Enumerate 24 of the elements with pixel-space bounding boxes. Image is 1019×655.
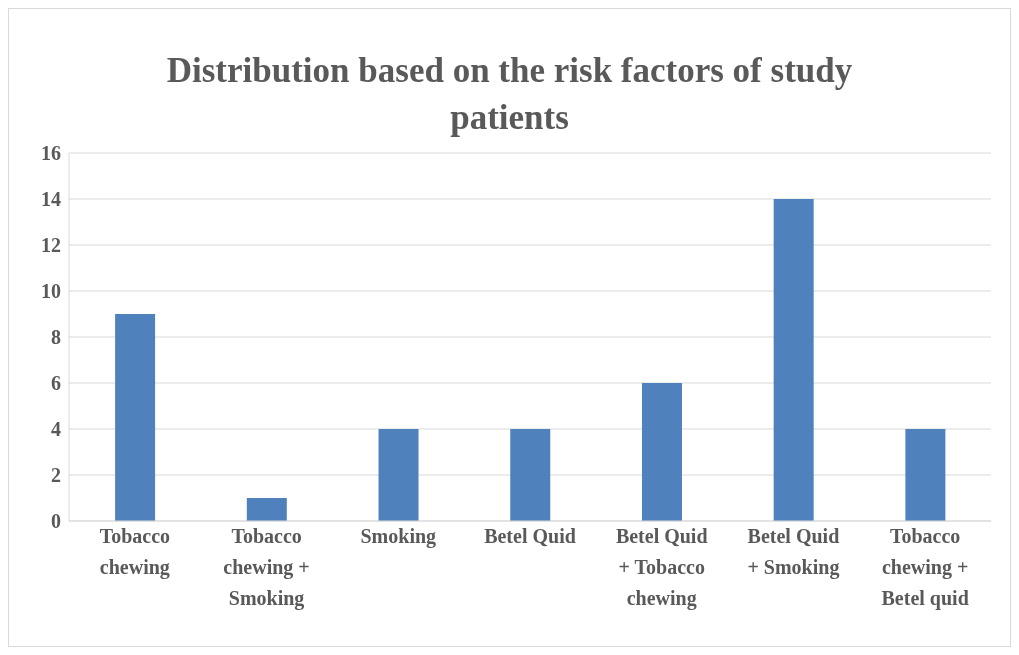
y-tick-label: 14	[41, 188, 61, 211]
bar	[641, 383, 682, 521]
x-tick-label: Tobacco chewing + Betel quid	[881, 525, 969, 610]
y-tick-label: 6	[51, 372, 61, 395]
x-tick-label: Betel Quid	[484, 525, 576, 547]
bar	[115, 314, 156, 521]
x-tick-label: Betel Quid + Tobacco chewing	[615, 525, 708, 610]
x-tick-label: Smoking	[360, 525, 437, 548]
bar	[510, 429, 551, 521]
bar	[378, 429, 419, 521]
y-tick-label: 12	[41, 234, 61, 257]
y-tick-label: 16	[41, 142, 61, 165]
bar	[246, 498, 287, 521]
y-tick-label: 10	[41, 280, 61, 303]
chart-title: Distribution based on the risk factors of study patients	[165, 50, 854, 139]
x-tick-label: Betel Quid + Smoking	[747, 525, 840, 579]
bar	[773, 199, 814, 521]
x-tick-label: Tobacco chewing + Smoking	[223, 525, 310, 610]
y-tick-label: 8	[51, 326, 61, 349]
bar	[905, 429, 946, 521]
y-tick-label: 4	[51, 418, 61, 441]
y-tick-label: 0	[51, 510, 61, 533]
x-tick-label: Tobacco chewing	[99, 525, 171, 579]
y-tick-label: 2	[51, 464, 61, 487]
